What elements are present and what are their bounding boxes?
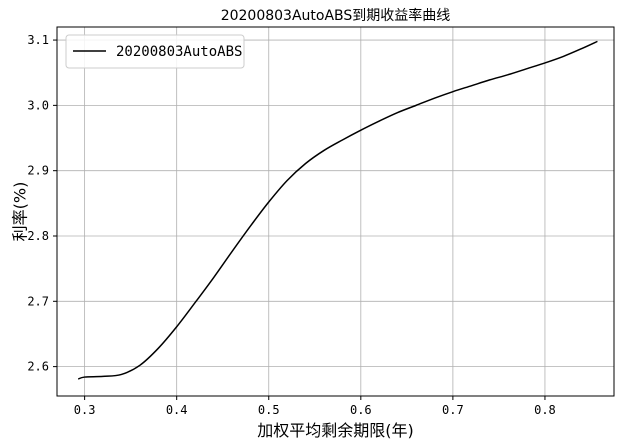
series-layer — [77, 40, 598, 380]
x-tick-label: 0.3 — [74, 403, 96, 417]
y-axis: 2.6 2.7 2.8 2.9 3.0 3.1 — [27, 33, 57, 374]
y-axis-label: 利率(%) — [11, 182, 30, 242]
legend-box — [65, 34, 245, 69]
y-tick-label: 3.1 — [27, 33, 49, 47]
x-tick-label: 0.6 — [350, 403, 372, 417]
y-tick-label: 2.6 — [27, 360, 49, 374]
series-line — [77, 40, 598, 380]
plot-frame — [56, 26, 615, 397]
y-tick-label: 3.0 — [27, 98, 49, 112]
y-tick-label: 2.8 — [27, 229, 49, 243]
chart-title: 20200803AutoABS到期收益率曲线 — [221, 7, 451, 24]
x-tick-label: 0.4 — [166, 403, 188, 417]
grid-lines — [57, 27, 614, 396]
legend-entry-label: 20200803AutoABS — [116, 44, 242, 60]
legend: 20200803AutoABS — [65, 34, 245, 69]
x-axis-label: 加权平均剩余期限(年) — [257, 421, 414, 440]
x-tick-label: 0.5 — [258, 403, 280, 417]
x-axis: 0.3 0.4 0.5 0.6 0.7 0.8 — [74, 396, 556, 417]
y-tick-label: 2.9 — [27, 164, 49, 178]
y-tick-label: 2.7 — [27, 294, 49, 308]
x-tick-label: 0.7 — [442, 403, 464, 417]
x-tick-label: 0.8 — [534, 403, 556, 417]
